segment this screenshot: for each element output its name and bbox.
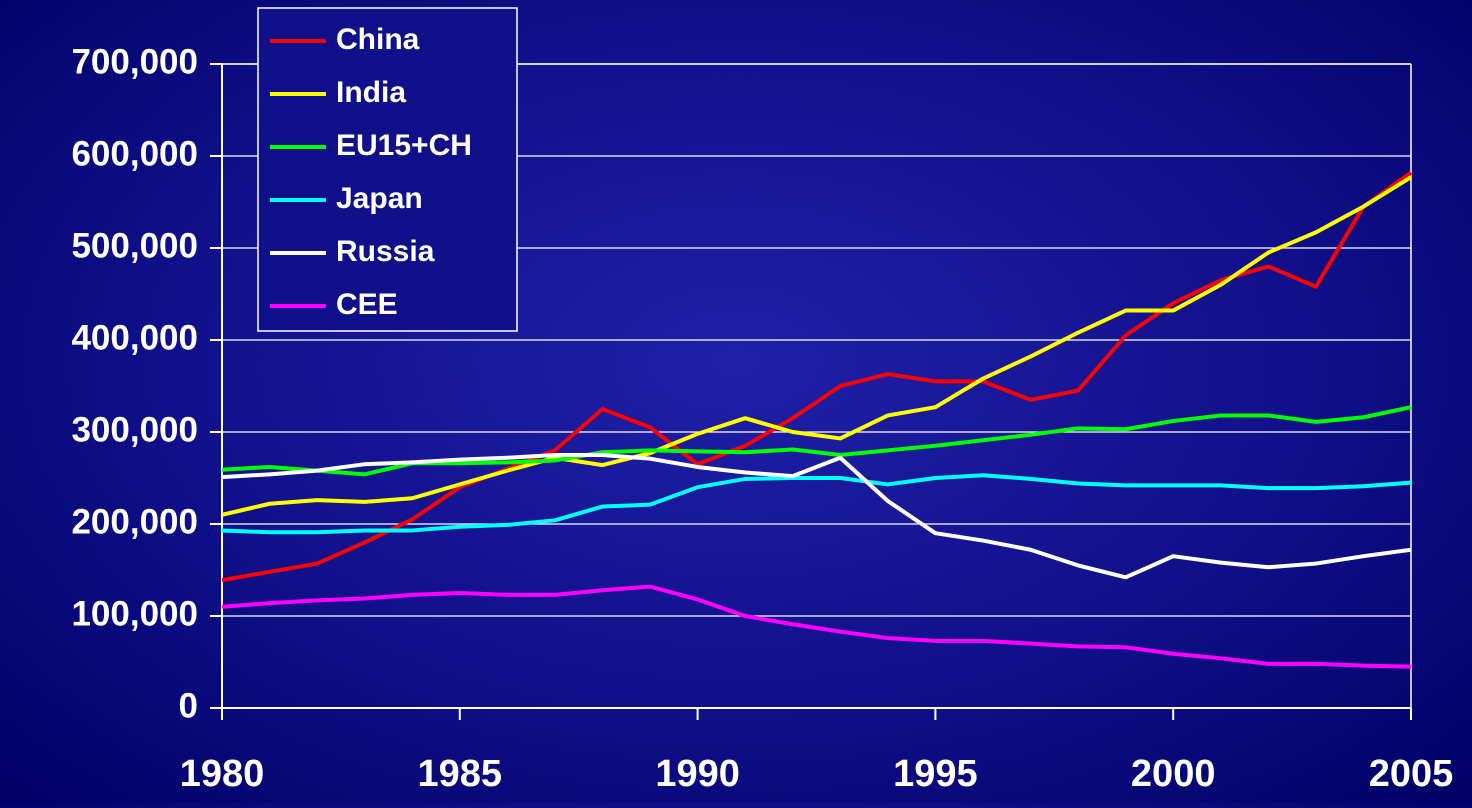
series-line [221, 175, 1413, 517]
x-tick-label: 1995 [893, 753, 978, 795]
y-tick-label: 100,000 [71, 594, 198, 633]
x-tick-label: 1985 [418, 753, 503, 795]
y-tick-label: 0 [179, 686, 198, 725]
legend-label: EU15+CH [336, 129, 472, 162]
legend-label: China [336, 23, 420, 56]
series-line [221, 584, 1412, 669]
x-tick-label: 1990 [655, 753, 740, 795]
legend-label: India [336, 76, 406, 109]
y-tick-label: 400,000 [71, 318, 198, 357]
legend-label: CEE [336, 288, 398, 321]
series-line [221, 473, 1412, 535]
y-tick-label: 300,000 [71, 410, 198, 449]
y-tick-label: 600,000 [71, 134, 198, 173]
x-tick-label: 2000 [1131, 753, 1216, 795]
y-tick-label: 200,000 [71, 502, 198, 541]
y-tick-label: 700,000 [71, 42, 198, 81]
x-tick-label: 2005 [1369, 753, 1454, 795]
legend-label: Japan [336, 182, 423, 215]
y-tick-label: 500,000 [71, 226, 198, 265]
series-line [221, 453, 1412, 580]
series-line [221, 170, 1413, 583]
x-tick-label: 1980 [180, 753, 265, 795]
legend-label: Russia [336, 235, 435, 268]
legend-box [257, 7, 518, 332]
